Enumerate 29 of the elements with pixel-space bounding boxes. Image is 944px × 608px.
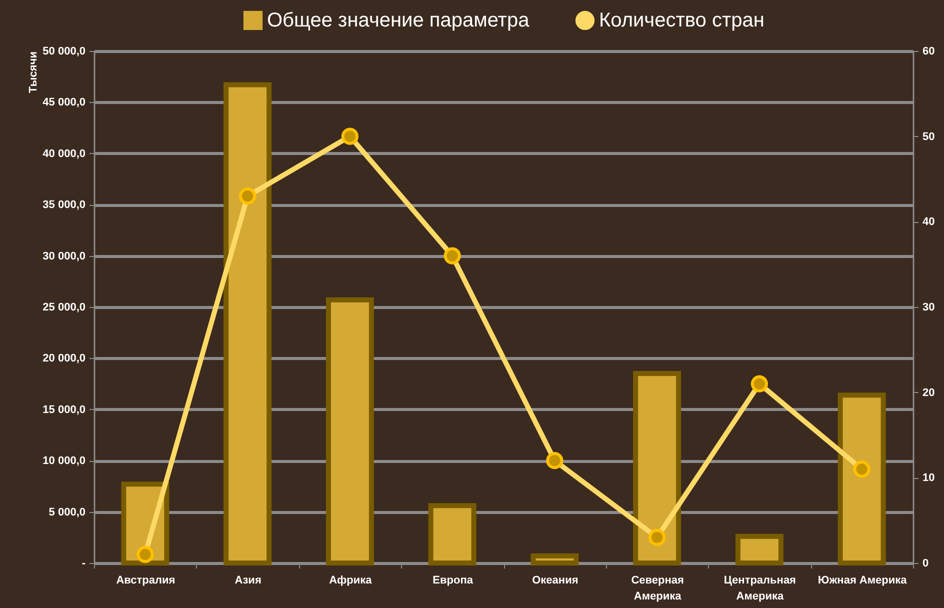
y2-tick-label: 0	[922, 558, 929, 570]
y2-tick-label: 10	[922, 472, 935, 484]
y-tick-label: 25 000,0	[42, 302, 86, 314]
y-tick-label: 50 000,0	[42, 46, 86, 58]
legend-label: Количество стран	[599, 9, 764, 32]
x-tick-label: Южная Америка	[818, 574, 908, 586]
y-axis-title: Тысячи	[28, 52, 40, 94]
x-tick-label: Австралия	[116, 574, 176, 586]
y-tick-label: 35 000,0	[42, 199, 86, 212]
y-tick-label: -	[82, 558, 86, 570]
y2-tick-label: 50	[922, 130, 935, 143]
y2-tick-label: 40	[922, 216, 935, 228]
x-tick-label: Океания	[532, 574, 578, 586]
x-tick-label: Африка	[329, 574, 373, 586]
legend-label: Общее значение параметра	[267, 9, 530, 32]
y2-tick-label: 20	[922, 386, 935, 399]
y-tick-label: 45 000,0	[42, 96, 86, 109]
y-tick-label: 10 000,0	[42, 455, 86, 468]
y2-tick-label: 60	[922, 46, 935, 58]
x-tick-label: Азия	[234, 574, 262, 586]
y2-tick-label: 30	[922, 302, 935, 314]
y-tick-label: 15 000,0	[42, 404, 86, 416]
x-tick-label: Северная Америка	[631, 574, 684, 602]
y-tick-label: 5 000,0	[48, 506, 86, 518]
x-tick-label: Европа	[432, 574, 474, 586]
y-tick-label: 30 000,0	[42, 250, 86, 262]
y-tick-label: 40 000,0	[42, 148, 86, 160]
x-tick-label: Центральная Америка	[724, 574, 796, 602]
y-tick-label: 20 000,0	[42, 352, 86, 365]
